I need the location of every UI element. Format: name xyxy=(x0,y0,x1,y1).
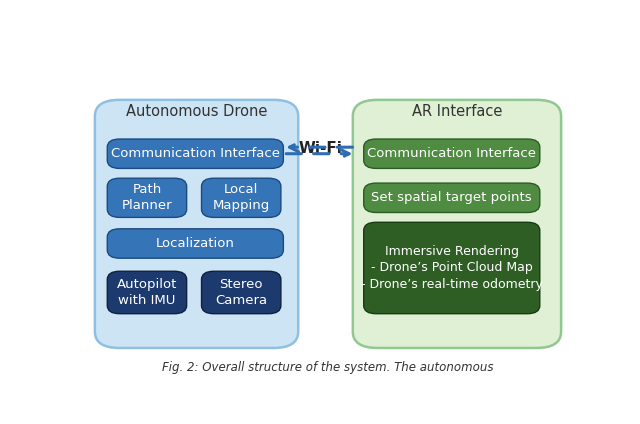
FancyBboxPatch shape xyxy=(108,229,284,258)
Text: Autonomous Drone: Autonomous Drone xyxy=(126,104,268,119)
FancyBboxPatch shape xyxy=(378,54,497,110)
FancyBboxPatch shape xyxy=(364,139,540,168)
FancyBboxPatch shape xyxy=(100,54,239,110)
Text: Stereo
Camera: Stereo Camera xyxy=(215,278,268,307)
FancyBboxPatch shape xyxy=(202,178,281,218)
FancyBboxPatch shape xyxy=(364,222,540,314)
Text: Path
Planner: Path Planner xyxy=(122,183,172,212)
FancyBboxPatch shape xyxy=(202,271,281,314)
FancyBboxPatch shape xyxy=(108,139,284,168)
Text: AR Interface: AR Interface xyxy=(412,104,502,119)
Text: Fig. 2: Overall structure of the system. The autonomous: Fig. 2: Overall structure of the system.… xyxy=(163,361,493,374)
Text: Localization: Localization xyxy=(156,237,235,250)
Text: Wi-Fi: Wi-Fi xyxy=(299,141,342,156)
Text: Autopilot
with IMU: Autopilot with IMU xyxy=(116,278,177,307)
FancyBboxPatch shape xyxy=(108,178,187,218)
Text: Communication Interface: Communication Interface xyxy=(111,147,280,160)
FancyBboxPatch shape xyxy=(95,100,298,348)
Text: Immersive Rendering
- Drone’s Point Cloud Map
- Drone’s real-time odometry: Immersive Rendering - Drone’s Point Clou… xyxy=(361,245,543,291)
FancyBboxPatch shape xyxy=(108,271,187,314)
Text: Communication Interface: Communication Interface xyxy=(367,147,536,160)
FancyBboxPatch shape xyxy=(353,100,561,348)
Text: Local
Mapping: Local Mapping xyxy=(212,183,270,212)
Text: Set spatial target points: Set spatial target points xyxy=(371,191,532,204)
FancyBboxPatch shape xyxy=(364,183,540,212)
